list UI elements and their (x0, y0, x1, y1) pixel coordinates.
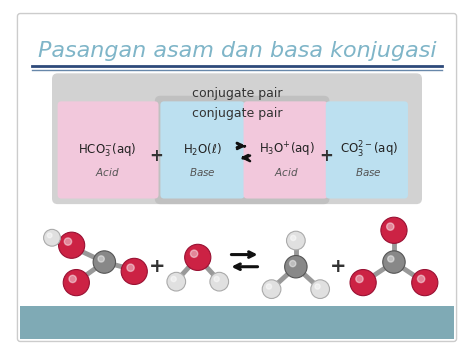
FancyBboxPatch shape (326, 102, 408, 198)
Circle shape (98, 256, 104, 262)
Circle shape (171, 277, 176, 282)
Circle shape (214, 277, 219, 282)
Circle shape (262, 280, 281, 299)
FancyBboxPatch shape (52, 73, 422, 204)
Circle shape (291, 235, 296, 241)
Text: conjugate pair: conjugate pair (192, 107, 282, 120)
FancyBboxPatch shape (58, 102, 158, 198)
Circle shape (185, 244, 211, 271)
Circle shape (93, 251, 116, 273)
Circle shape (290, 261, 296, 267)
Text: $\mathrm{H_2O(\ell)}$: $\mathrm{H_2O(\ell)}$ (183, 142, 222, 158)
Circle shape (121, 258, 147, 284)
Circle shape (412, 269, 438, 296)
Text: Pasangan asam dan basa konjugasi: Pasangan asam dan basa konjugasi (38, 41, 436, 61)
Text: $\mathit{Acid}$: $\mathit{Acid}$ (95, 166, 119, 178)
Circle shape (266, 284, 272, 289)
Circle shape (127, 264, 134, 271)
Text: $\mathit{Acid}$: $\mathit{Acid}$ (274, 166, 299, 178)
Circle shape (44, 229, 60, 246)
Circle shape (383, 251, 405, 273)
Text: $\mathit{Base}$: $\mathit{Base}$ (189, 166, 216, 178)
Text: +: + (149, 147, 163, 165)
Circle shape (356, 275, 363, 283)
Circle shape (69, 275, 76, 283)
Circle shape (63, 269, 90, 296)
Text: +: + (319, 147, 333, 165)
Bar (20, 306, 454, 339)
Text: $\mathrm{CO_3^{2-}(aq)}$: $\mathrm{CO_3^{2-}(aq)}$ (340, 140, 398, 160)
Circle shape (350, 269, 376, 296)
Circle shape (210, 272, 228, 291)
Text: $\mathit{Base}$: $\mathit{Base}$ (356, 166, 382, 178)
Circle shape (387, 223, 394, 230)
Circle shape (167, 272, 186, 291)
Circle shape (59, 232, 85, 258)
Text: +: + (149, 257, 166, 276)
FancyBboxPatch shape (18, 13, 456, 342)
Circle shape (47, 233, 52, 238)
Circle shape (286, 231, 305, 250)
Text: $\mathrm{HCO_3^{-}(aq)}$: $\mathrm{HCO_3^{-}(aq)}$ (78, 141, 137, 159)
Circle shape (64, 238, 72, 245)
Circle shape (315, 284, 320, 289)
Text: conjugate pair: conjugate pair (192, 87, 282, 100)
Circle shape (285, 256, 307, 278)
Circle shape (191, 250, 198, 257)
Circle shape (311, 280, 329, 299)
Text: +: + (329, 257, 346, 276)
FancyBboxPatch shape (244, 102, 328, 198)
Circle shape (381, 217, 407, 244)
Circle shape (388, 256, 394, 262)
FancyBboxPatch shape (155, 96, 329, 204)
Circle shape (418, 275, 425, 283)
FancyBboxPatch shape (160, 102, 245, 198)
Text: $\mathrm{H_3O^{+}(aq)}$: $\mathrm{H_3O^{+}(aq)}$ (258, 141, 315, 159)
